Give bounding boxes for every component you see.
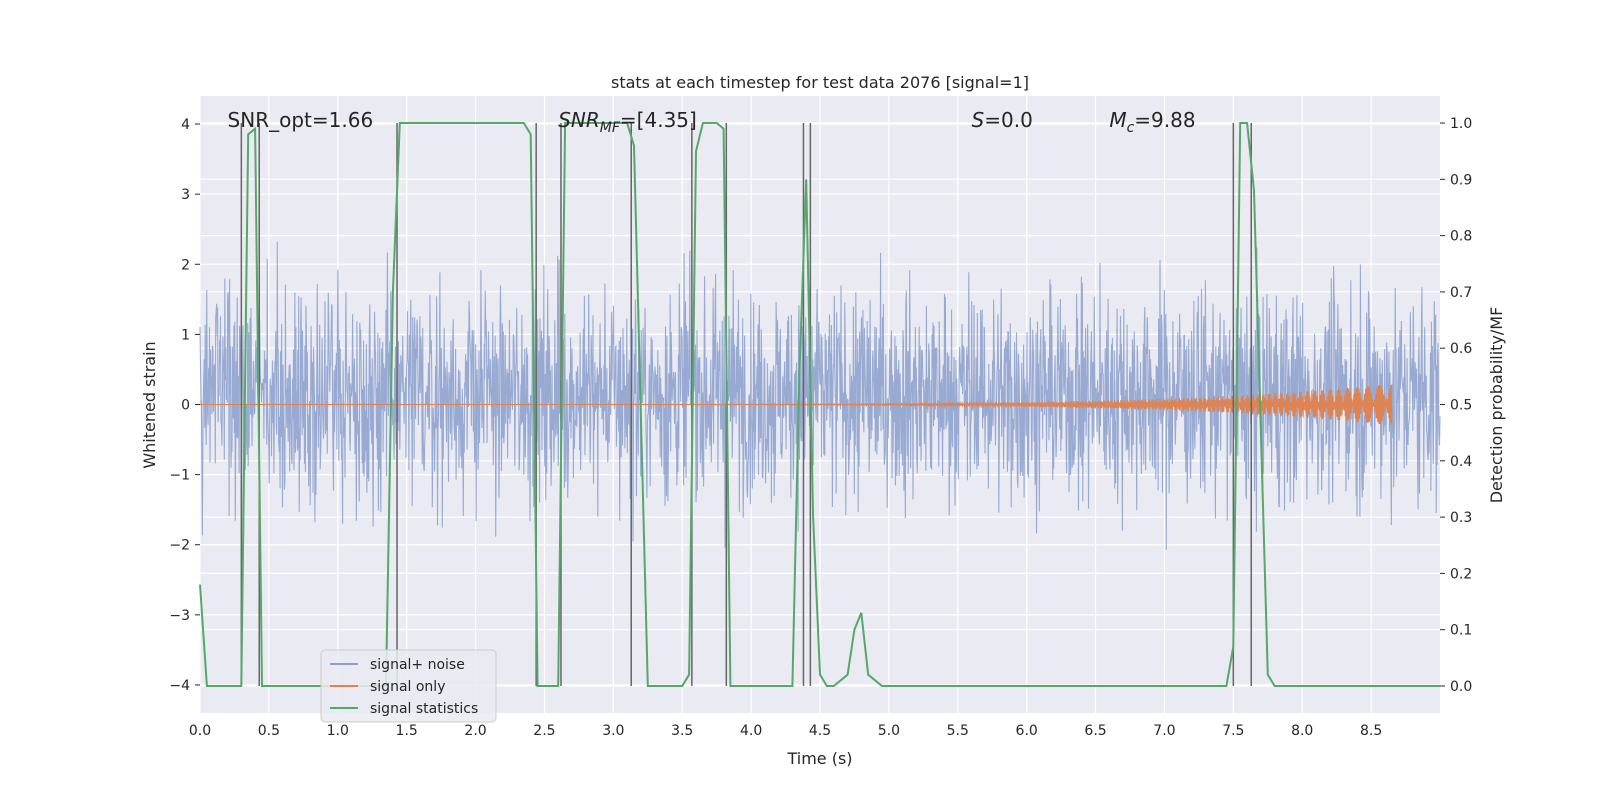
x-tick-label: 4.0 bbox=[740, 723, 762, 739]
signal-statistics-line bbox=[199, 122, 1440, 687]
annotation: Mc=9.88 bbox=[1109, 108, 1195, 136]
y-tick-labels: 4 3 2 1 0 −1 −2 −3 −4 bbox=[169, 117, 200, 694]
y-tick-labels-right: 1.0 0.9 0.8 0.7 0.6 0.5 0.4 0.3 0.2 0.1 0.0 bbox=[1440, 116, 1472, 695]
x-tick-label: 6.0 bbox=[1016, 723, 1038, 739]
y-tick-label-right: 0.0 bbox=[1450, 679, 1472, 695]
y-tick-label-right: 0.5 bbox=[1450, 398, 1472, 414]
x-tick-label: 7.5 bbox=[1222, 723, 1244, 739]
x-tick-label: 1.0 bbox=[327, 723, 349, 739]
legend-label-signal-plus-noise: signal+ noise bbox=[370, 657, 465, 673]
x-tick-label: 8.5 bbox=[1360, 723, 1382, 739]
y-tick-label: −4 bbox=[169, 678, 190, 694]
annotation: SNR_opt=1.66 bbox=[228, 108, 374, 132]
y-tick-label: 0 bbox=[181, 398, 190, 414]
y-tick-label: −1 bbox=[169, 468, 190, 484]
x-tick-label: 4.5 bbox=[809, 723, 831, 739]
series-signal-only bbox=[200, 384, 1393, 425]
y-tick-label-right: 0.2 bbox=[1450, 566, 1472, 582]
x-tick-label: 1.5 bbox=[396, 723, 418, 739]
x-tick-label: 2.0 bbox=[464, 723, 486, 739]
x-tick-label: 3.5 bbox=[671, 723, 693, 739]
y-tick-label-right: 0.8 bbox=[1450, 229, 1472, 245]
y-tick-label-right: 0.9 bbox=[1450, 172, 1472, 188]
y-tick-label: 3 bbox=[181, 187, 190, 203]
y-tick-label-right: 0.6 bbox=[1450, 341, 1472, 357]
annotation: SNRMF=[4.35] bbox=[558, 108, 697, 136]
legend-label-signal-statistics: signal statistics bbox=[370, 701, 478, 717]
legend-box bbox=[320, 649, 497, 723]
x-tick-label: 2.5 bbox=[533, 723, 555, 739]
x-tick-label: 8.0 bbox=[1291, 723, 1313, 739]
annotation: S=0.0 bbox=[972, 108, 1033, 132]
x-tick-label: 6.5 bbox=[1084, 723, 1106, 739]
legend-label-signal-only: signal only bbox=[370, 679, 445, 695]
x-tick-label: 5.5 bbox=[947, 723, 969, 739]
y-tick-label: −3 bbox=[169, 608, 190, 624]
chart-title: stats at each timestep for test data 207… bbox=[611, 73, 1029, 92]
annotations: SNR_opt=1.66 SNRMF=[4.35] S=0.0 Mc=9.88 bbox=[228, 108, 1196, 136]
signal-only-line bbox=[200, 384, 1393, 425]
y-tick-label: 1 bbox=[181, 327, 190, 343]
y-tick-label-right: 0.7 bbox=[1450, 285, 1472, 301]
y-tick-label-right: 0.4 bbox=[1450, 454, 1472, 470]
x-tick-label: 7.0 bbox=[1153, 723, 1175, 739]
x-axis-label: Time (s) bbox=[786, 749, 852, 768]
x-tick-labels: 0.0 0.5 1.0 1.5 2.0 2.5 3.0 3.5 4.0 4.5 5.0 5.5 6.0 6… bbox=[189, 723, 1382, 739]
y-tick-label-right: 0.1 bbox=[1450, 623, 1472, 639]
y-axis-label-right: Detection probability/MF bbox=[1487, 307, 1506, 504]
y-tick-label-right: 1.0 bbox=[1450, 116, 1472, 132]
x-tick-label: 5.0 bbox=[878, 723, 900, 739]
legend: signal+ noise signal only signal statist… bbox=[320, 649, 497, 723]
series-signal-statistics bbox=[199, 122, 1440, 687]
y-tick-label: 4 bbox=[181, 117, 190, 133]
x-tick-label: 3.0 bbox=[602, 723, 624, 739]
y-axis-label: Whitened strain bbox=[140, 341, 159, 468]
x-tick-label: 0.0 bbox=[189, 723, 211, 739]
y-tick-label-right: 0.3 bbox=[1450, 510, 1472, 526]
y-tick-label: −2 bbox=[169, 538, 190, 554]
x-tick-label: 0.5 bbox=[258, 723, 280, 739]
y-tick-label: 2 bbox=[181, 257, 190, 273]
